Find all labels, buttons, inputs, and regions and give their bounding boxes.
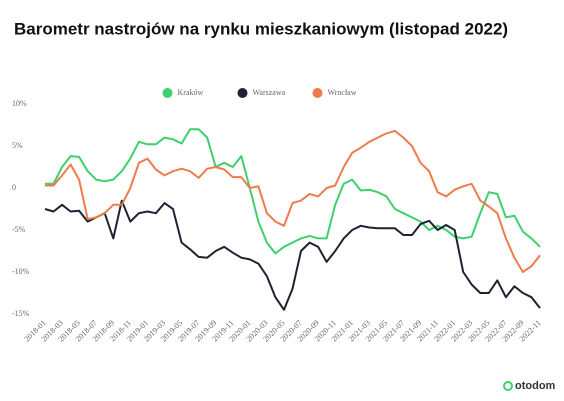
series-line	[44, 199, 541, 311]
legend-label: Wrocław	[328, 88, 357, 97]
legend-label: Warszawa	[253, 88, 286, 97]
y-tick-label: -10%	[12, 267, 30, 276]
legend-swatch	[162, 88, 173, 98]
legend-label: Kraków	[178, 88, 204, 97]
series-line	[45, 129, 541, 273]
brand-logo	[503, 381, 513, 391]
y-tick-label: -15%	[12, 309, 30, 318]
brand: otodom	[515, 380, 556, 392]
y-tick-label: -5%	[12, 225, 26, 234]
y-tick-label: 0	[12, 183, 16, 192]
legend-swatch	[312, 88, 323, 98]
series-line	[45, 128, 541, 255]
y-tick-label: 10%	[12, 99, 27, 108]
chart-title: Barometr nastrojów na rynku mieszkaniowy…	[14, 19, 508, 38]
legend-swatch	[237, 88, 248, 98]
y-tick-label: 5%	[12, 141, 23, 150]
